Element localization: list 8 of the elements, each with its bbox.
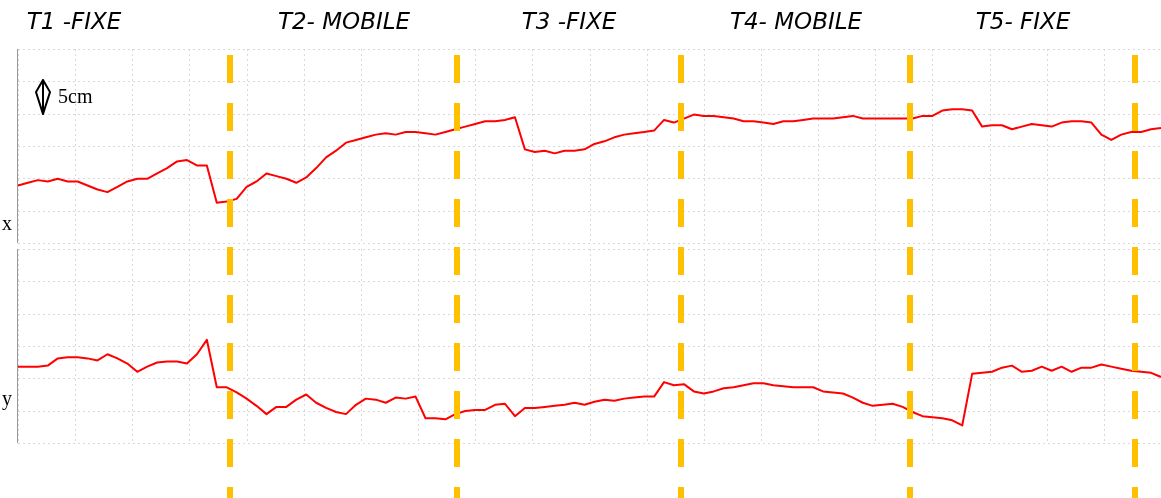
y-axis-title: x	[2, 211, 13, 236]
text: T2- MOBILE	[277, 8, 411, 34]
text: 5cm	[58, 85, 93, 108]
text: T5- FIXE	[975, 8, 1071, 34]
text: T3 -FIXE	[521, 8, 617, 34]
text: T4- MOBILE	[729, 8, 863, 34]
y-axis-title: y	[2, 386, 13, 411]
text: T1 -FIXE	[26, 8, 122, 34]
